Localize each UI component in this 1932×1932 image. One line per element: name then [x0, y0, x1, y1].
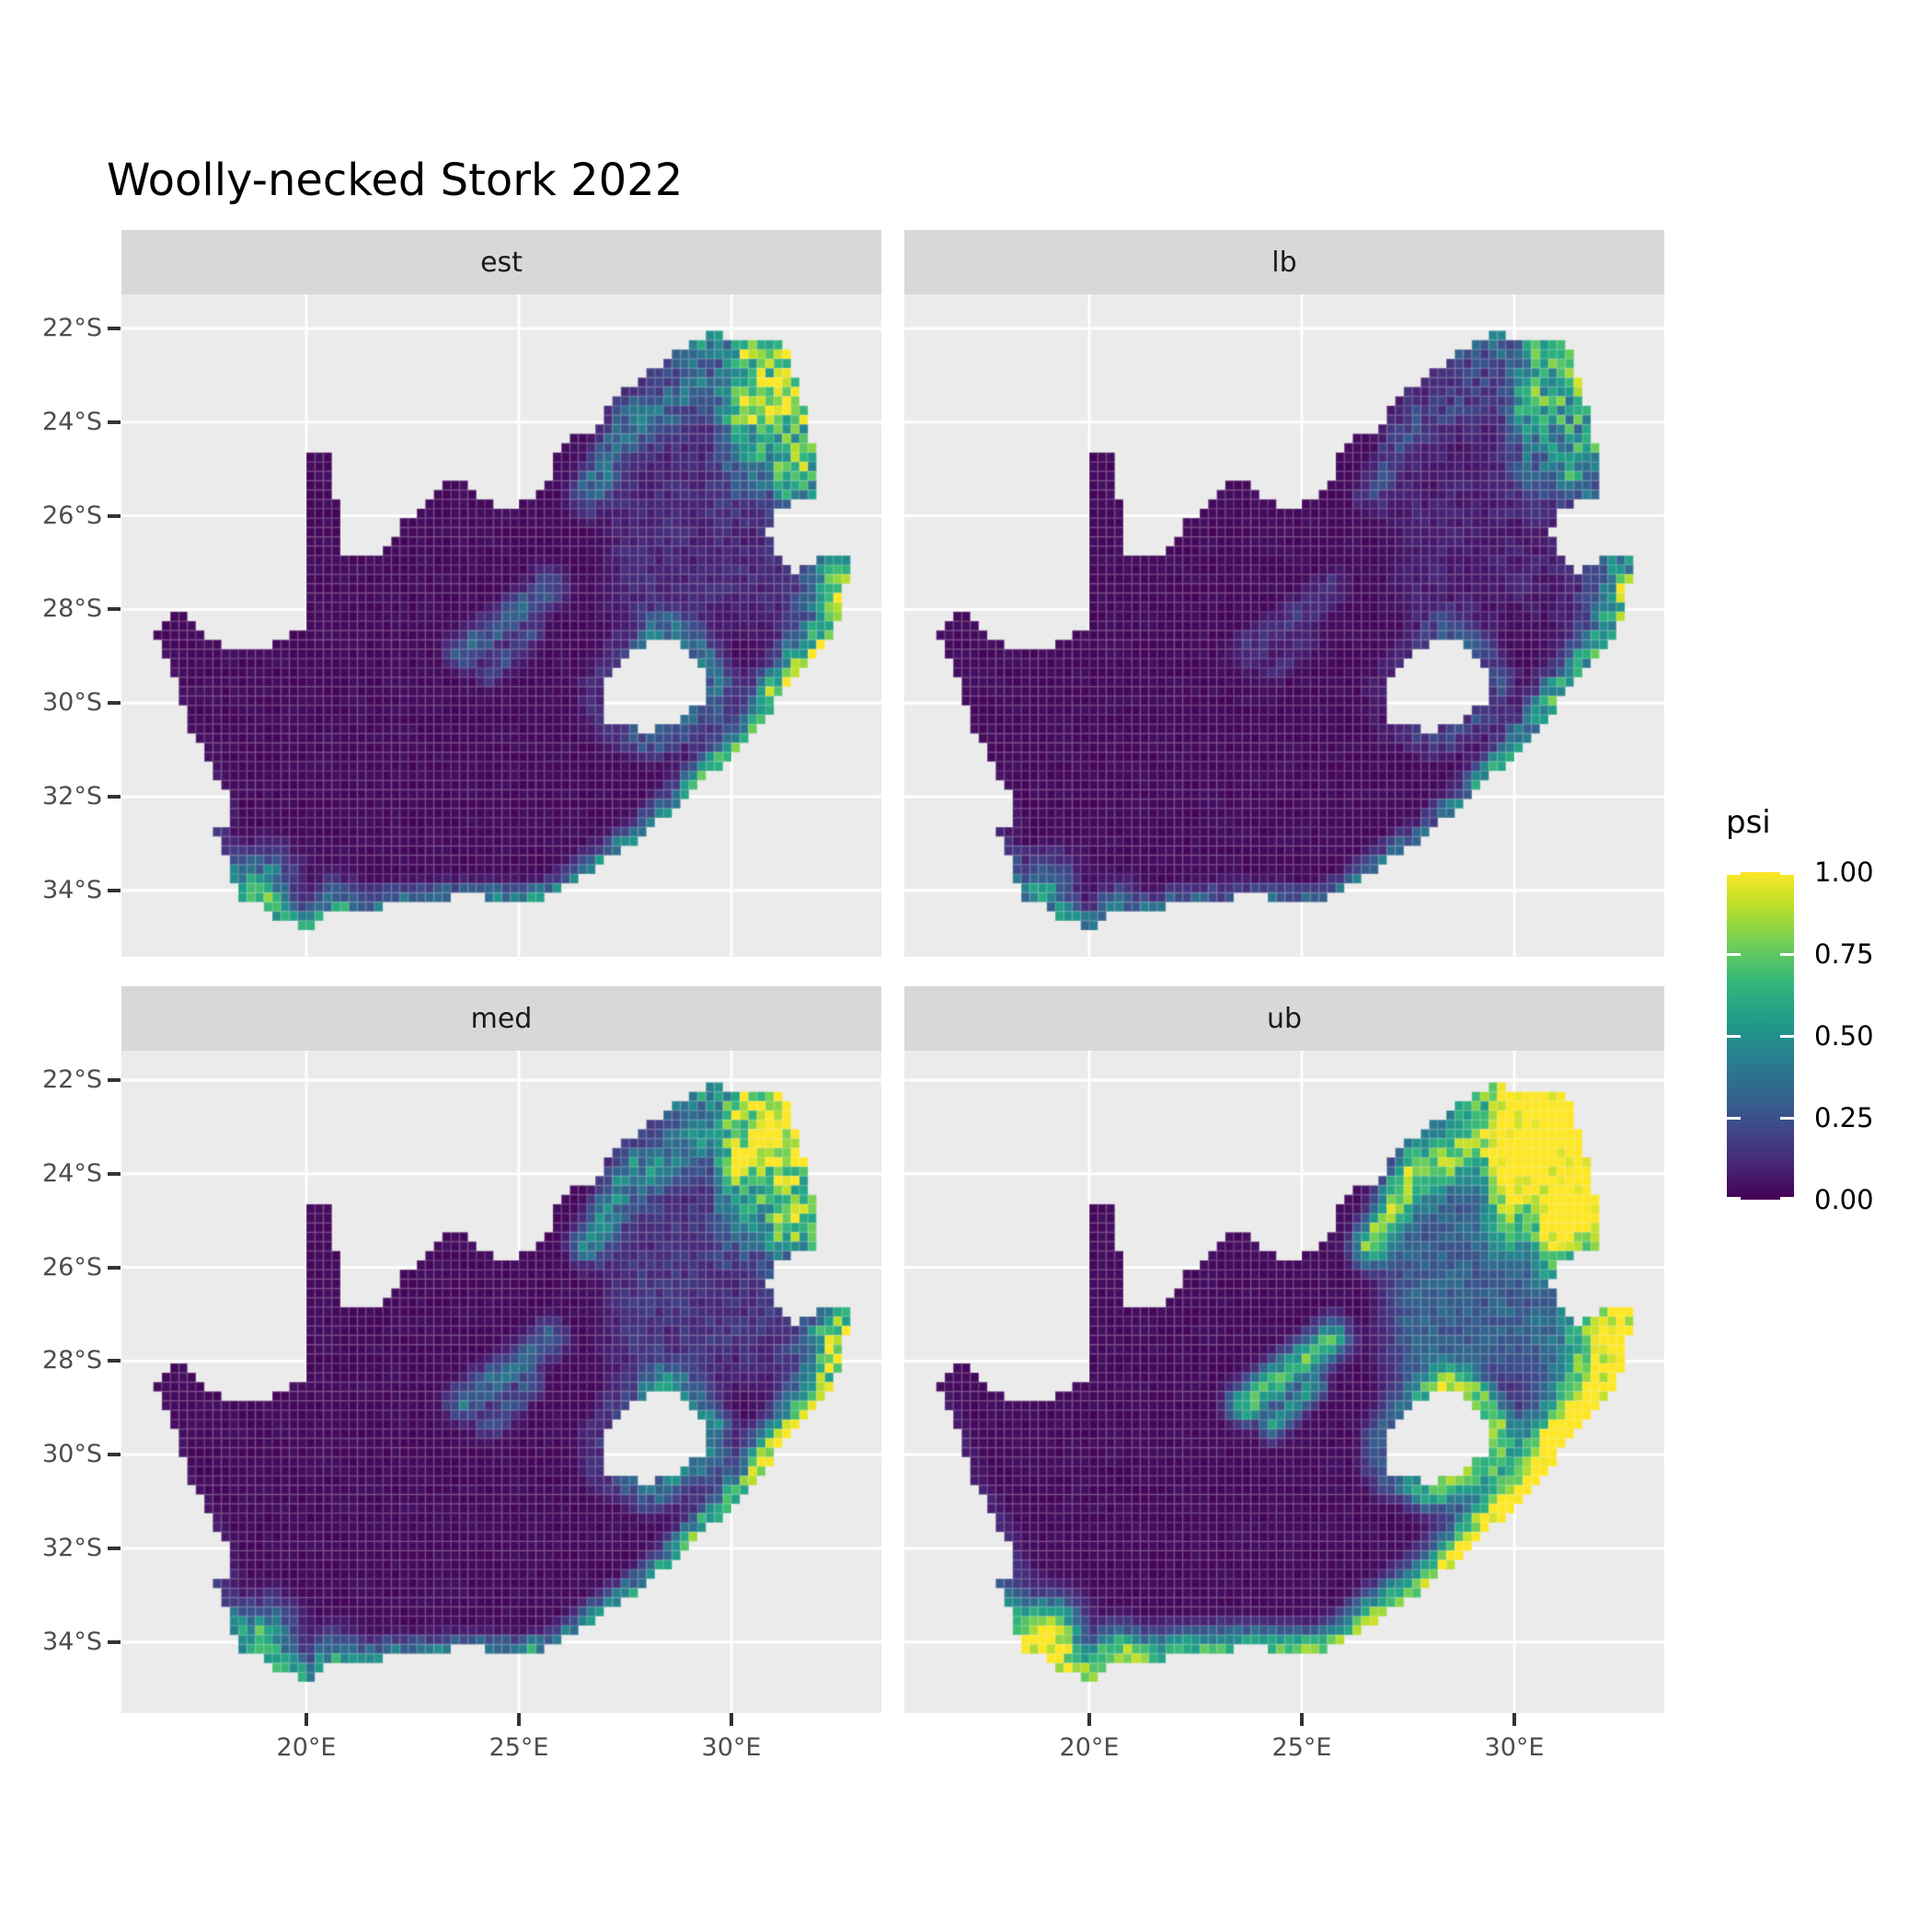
- legend-tick-label: 0.00: [1814, 1184, 1874, 1215]
- x-axis-tick-label: 20°E: [276, 1733, 337, 1762]
- y-axis-tick: [108, 701, 121, 706]
- facet-strip-label: est: [480, 246, 523, 279]
- facet-strip-label: ub: [1266, 1002, 1303, 1035]
- y-axis-tick: [108, 795, 121, 799]
- y-axis-tick: [108, 1171, 121, 1176]
- x-axis-tick-label: 25°E: [489, 1733, 549, 1762]
- y-axis-tick-label: 24°S: [42, 1158, 102, 1188]
- y-axis-tick-label: 34°S: [42, 875, 102, 904]
- y-axis-tick: [108, 888, 121, 892]
- y-axis-tick-label: 28°S: [42, 1346, 102, 1375]
- y-axis-tick-label: 26°S: [42, 1252, 102, 1282]
- y-axis-tick: [108, 420, 121, 424]
- map-panel-est: [121, 294, 881, 957]
- x-axis-tick: [1087, 1713, 1091, 1726]
- facet-strip-ub: ub: [904, 986, 1664, 1051]
- y-axis-tick: [108, 513, 121, 518]
- plot-title: Woolly-necked Stork 2022: [107, 155, 684, 206]
- legend-tick-label: 0.25: [1814, 1102, 1874, 1133]
- x-axis-tick: [730, 1713, 733, 1726]
- y-axis-tick-label: 22°S: [42, 1065, 102, 1094]
- y-axis-tick: [108, 1265, 121, 1270]
- y-axis-tick: [108, 1453, 121, 1457]
- legend-tick-label: 0.50: [1814, 1020, 1874, 1052]
- map-panel-lb: [904, 294, 1664, 957]
- y-axis-tick: [108, 1078, 121, 1082]
- y-axis-tick-label: 32°S: [42, 1534, 102, 1562]
- x-axis-tick: [305, 1713, 308, 1726]
- legend-tick-mark: [1780, 872, 1794, 875]
- legend-tick-mark: [1727, 1116, 1741, 1120]
- legend-tick-mark: [1727, 1197, 1741, 1200]
- legend-tick-label: 0.75: [1814, 938, 1874, 970]
- x-axis-tick-label: 30°E: [1484, 1733, 1545, 1762]
- y-axis-tick: [108, 607, 121, 612]
- y-axis-tick: [108, 1359, 121, 1363]
- y-axis-tick: [108, 1639, 121, 1644]
- y-axis-tick-label: 24°S: [42, 407, 102, 436]
- legend-tick-mark: [1780, 1197, 1794, 1200]
- map-panel-med: [121, 1051, 881, 1713]
- y-axis-tick-label: 28°S: [42, 594, 102, 624]
- legend-tick-label: 1.00: [1814, 857, 1874, 888]
- y-axis-tick-label: 30°S: [42, 1440, 102, 1469]
- facet-strip-label: med: [470, 1002, 533, 1035]
- map-panel-ub: [904, 1051, 1664, 1713]
- legend-title: psi: [1726, 804, 1771, 841]
- x-axis-tick-label: 20°E: [1059, 1733, 1120, 1762]
- facet-strip-lb: lb: [904, 230, 1664, 294]
- y-axis-tick-label: 26°S: [42, 500, 102, 530]
- y-axis-tick-label: 34°S: [42, 1627, 102, 1656]
- facet-strip-est: est: [121, 230, 881, 294]
- x-axis-tick-label: 25°E: [1271, 1733, 1332, 1762]
- legend-tick-mark: [1727, 952, 1741, 956]
- y-axis-tick-label: 22°S: [42, 314, 102, 342]
- y-axis-tick-label: 30°S: [42, 688, 102, 718]
- legend-tick-mark: [1780, 952, 1794, 956]
- legend-tick-mark: [1727, 872, 1741, 875]
- facet-strip-med: med: [121, 986, 881, 1051]
- y-axis-tick-label: 32°S: [42, 782, 102, 811]
- y-axis-tick: [108, 1547, 121, 1550]
- y-axis-tick: [108, 327, 121, 330]
- x-axis-tick-label: 30°E: [701, 1733, 762, 1762]
- legend-tick-mark: [1780, 1116, 1794, 1120]
- legend-tick-mark: [1727, 1034, 1741, 1038]
- x-axis-tick: [1300, 1713, 1304, 1726]
- x-axis-tick: [517, 1713, 521, 1726]
- x-axis-tick: [1512, 1713, 1516, 1726]
- facet-strip-label: lb: [1271, 246, 1297, 279]
- legend-tick-mark: [1780, 1034, 1794, 1038]
